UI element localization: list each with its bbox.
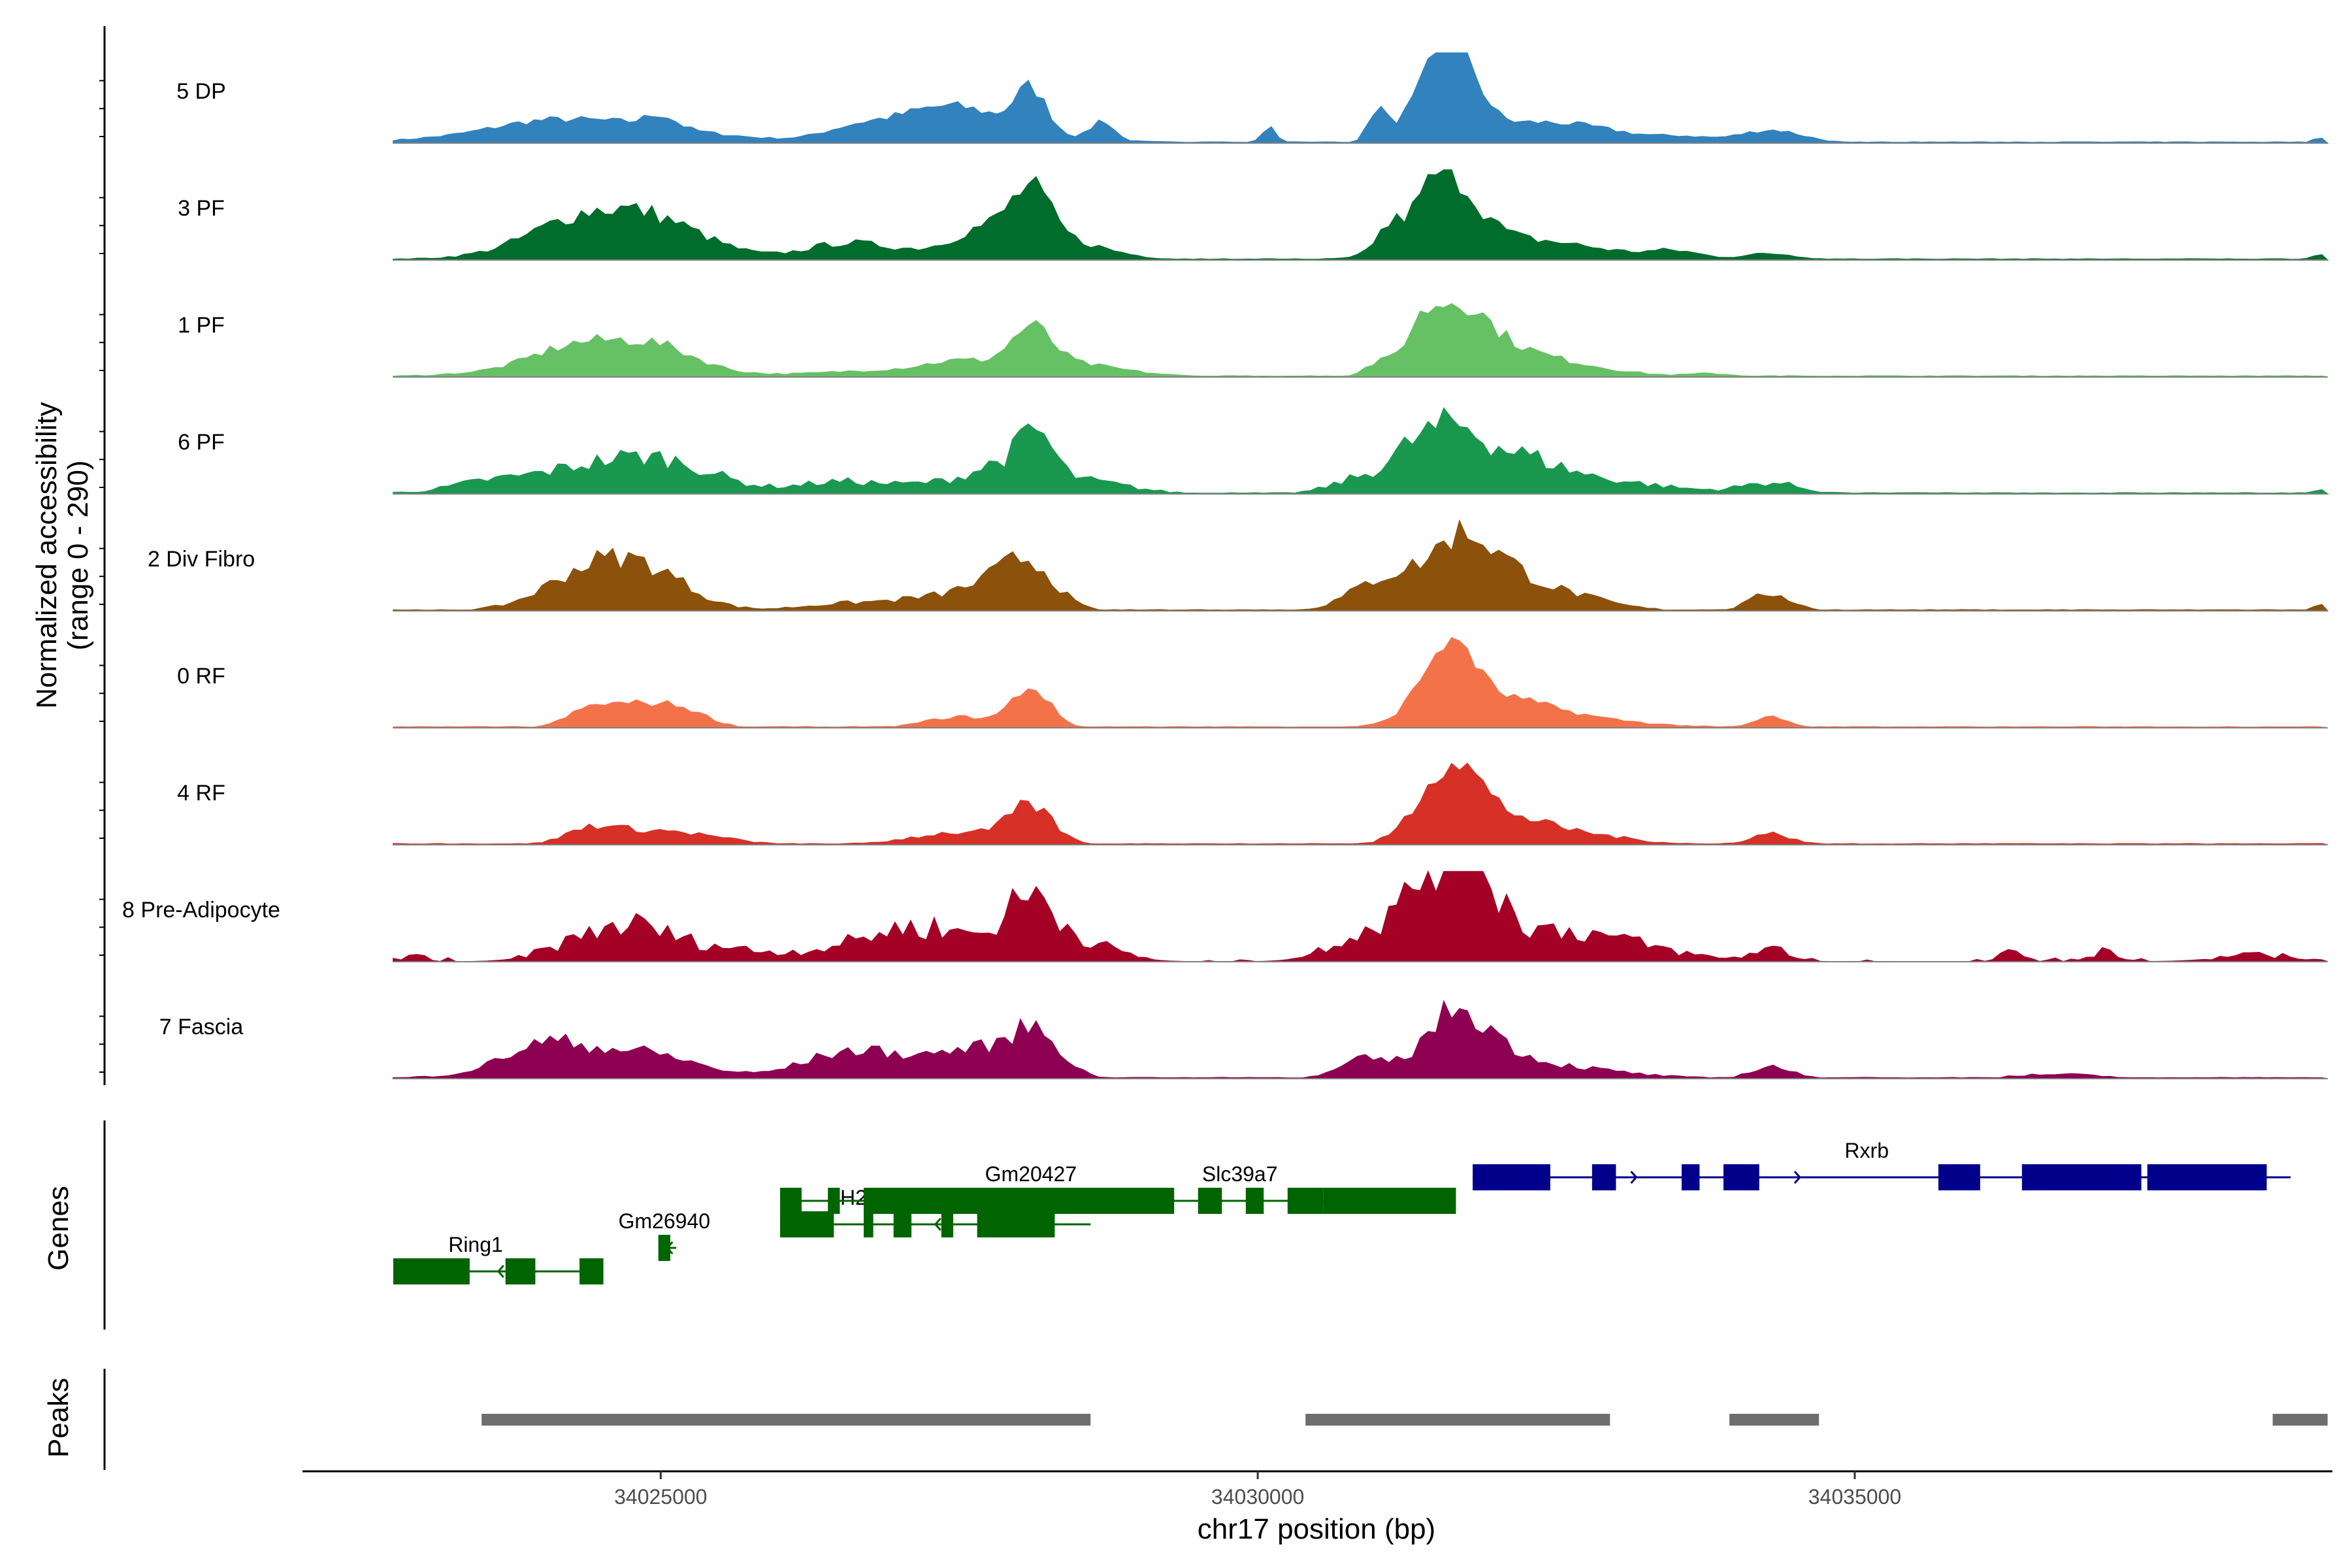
coverage-area [393, 870, 2328, 962]
coverage-area [393, 1000, 2328, 1079]
gene-exon [941, 1211, 954, 1237]
x-tick-label: 34030000 [1211, 1485, 1304, 1509]
x-axis-title: chr17 position (bp) [1198, 1513, 1435, 1545]
peaks-track-label: Peaks [42, 1378, 74, 1458]
gene-exon [977, 1211, 1055, 1237]
gene-label: Rxrb [1844, 1139, 1889, 1162]
coverage-tracks: 5 DP 3 PF 1 PF 6 PF 2 Div Fibro 0 RF 4 RF 8 Pre… [122, 52, 2330, 1079]
genes-track-label: Genes [42, 1186, 74, 1271]
gene-exon [780, 1211, 834, 1237]
gene-annotation-track: Ring1Gm26940H2-Ke6Gm20427Slc39a7Rxrb [103, 1120, 2291, 1330]
track-7-fascia: 7 Fascia [159, 1000, 2328, 1079]
track-label: 0 RF [177, 664, 225, 689]
gene-exon [1473, 1164, 1550, 1190]
track-label: 3 PF [178, 196, 225, 221]
gene-exon [505, 1258, 536, 1284]
coverage-y-axis [99, 26, 106, 1085]
x-axis: 34025000 34030000 34035000 [302, 1470, 2332, 1509]
coverage-area [393, 169, 2329, 261]
track-label: 1 PF [178, 313, 225, 338]
y-axis-title-line2: (range 0 - 290) [62, 460, 94, 650]
y-axis-title-line1: Normalized accessibility [31, 402, 63, 708]
gene-exon [780, 1188, 802, 1214]
gene-exon [863, 1211, 874, 1237]
gene-rxrb: Rxrb [1473, 1139, 2291, 1190]
track-label: 8 Pre-Adipocyte [122, 898, 280, 923]
coverage-area [393, 407, 2330, 495]
track-label: 2 Div Fibro [148, 547, 255, 572]
gene-exon [1592, 1164, 1616, 1190]
gene-exon [580, 1258, 604, 1284]
strand-arrow [1630, 1171, 1638, 1184]
track-4-rf: 4 RF [177, 762, 2328, 845]
gene-label: Ring1 [448, 1233, 503, 1256]
gene-gm20427: Gm20427 [780, 1162, 1175, 1214]
gene-label: Gm20427 [985, 1162, 1077, 1186]
track-1-pf: 1 PF [178, 303, 2328, 378]
strand-arrow [1793, 1171, 1801, 1184]
gene-label: Slc39a7 [1202, 1162, 1278, 1186]
track-6-pf: 6 PF [178, 407, 2330, 495]
gene-exon [393, 1258, 470, 1284]
track-8-pre-adipocyte: 8 Pre-Adipocyte [122, 870, 2328, 962]
peak-region [1305, 1414, 1610, 1426]
strand-arrow [497, 1265, 504, 1278]
gene-exon [1287, 1188, 1324, 1214]
peak-region [482, 1414, 1091, 1426]
gene-gm26940: Gm26940 [619, 1209, 711, 1261]
peak-region [1729, 1414, 1820, 1426]
gene-exon [2147, 1164, 2267, 1190]
gene-exon [893, 1211, 912, 1237]
gene-exon [2021, 1164, 2142, 1190]
x-tick-label: 34025000 [614, 1485, 707, 1509]
track-0-rf: 0 RF [177, 637, 2328, 728]
x-tick-label: 34035000 [1808, 1485, 1901, 1509]
track-label: 5 DP [176, 79, 226, 104]
peaks-track [103, 1369, 2328, 1470]
coverage-area [393, 519, 2329, 612]
gene-exon [658, 1235, 670, 1261]
peak-region [2272, 1414, 2328, 1426]
track-3-pf: 3 PF [178, 169, 2329, 261]
gene-exon [1245, 1188, 1264, 1214]
gene-ring1: Ring1 [393, 1233, 604, 1284]
track-2-div-fibro: 2 Div Fibro [148, 519, 2329, 612]
track-label: 4 RF [177, 781, 225, 806]
gene-exon [1938, 1164, 1980, 1190]
gene-exon [1198, 1188, 1222, 1214]
gene-exon [863, 1188, 1175, 1214]
gene-slc39a7: Slc39a7 [1138, 1162, 1456, 1214]
gene-exon [1723, 1164, 1759, 1190]
gene-exon [1681, 1164, 1700, 1190]
coverage-area [393, 303, 2328, 378]
coverage-area [393, 637, 2328, 728]
gene-label: Gm26940 [619, 1209, 711, 1233]
track-5-dp: 5 DP [176, 52, 2329, 144]
gene-exon [828, 1188, 840, 1214]
coverage-area [393, 52, 2329, 144]
gene-exon [1324, 1188, 1456, 1214]
strand-arrow [934, 1218, 941, 1231]
coverage-area [393, 762, 2328, 845]
track-label: 6 PF [178, 430, 225, 455]
track-label: 7 Fascia [159, 1015, 244, 1039]
